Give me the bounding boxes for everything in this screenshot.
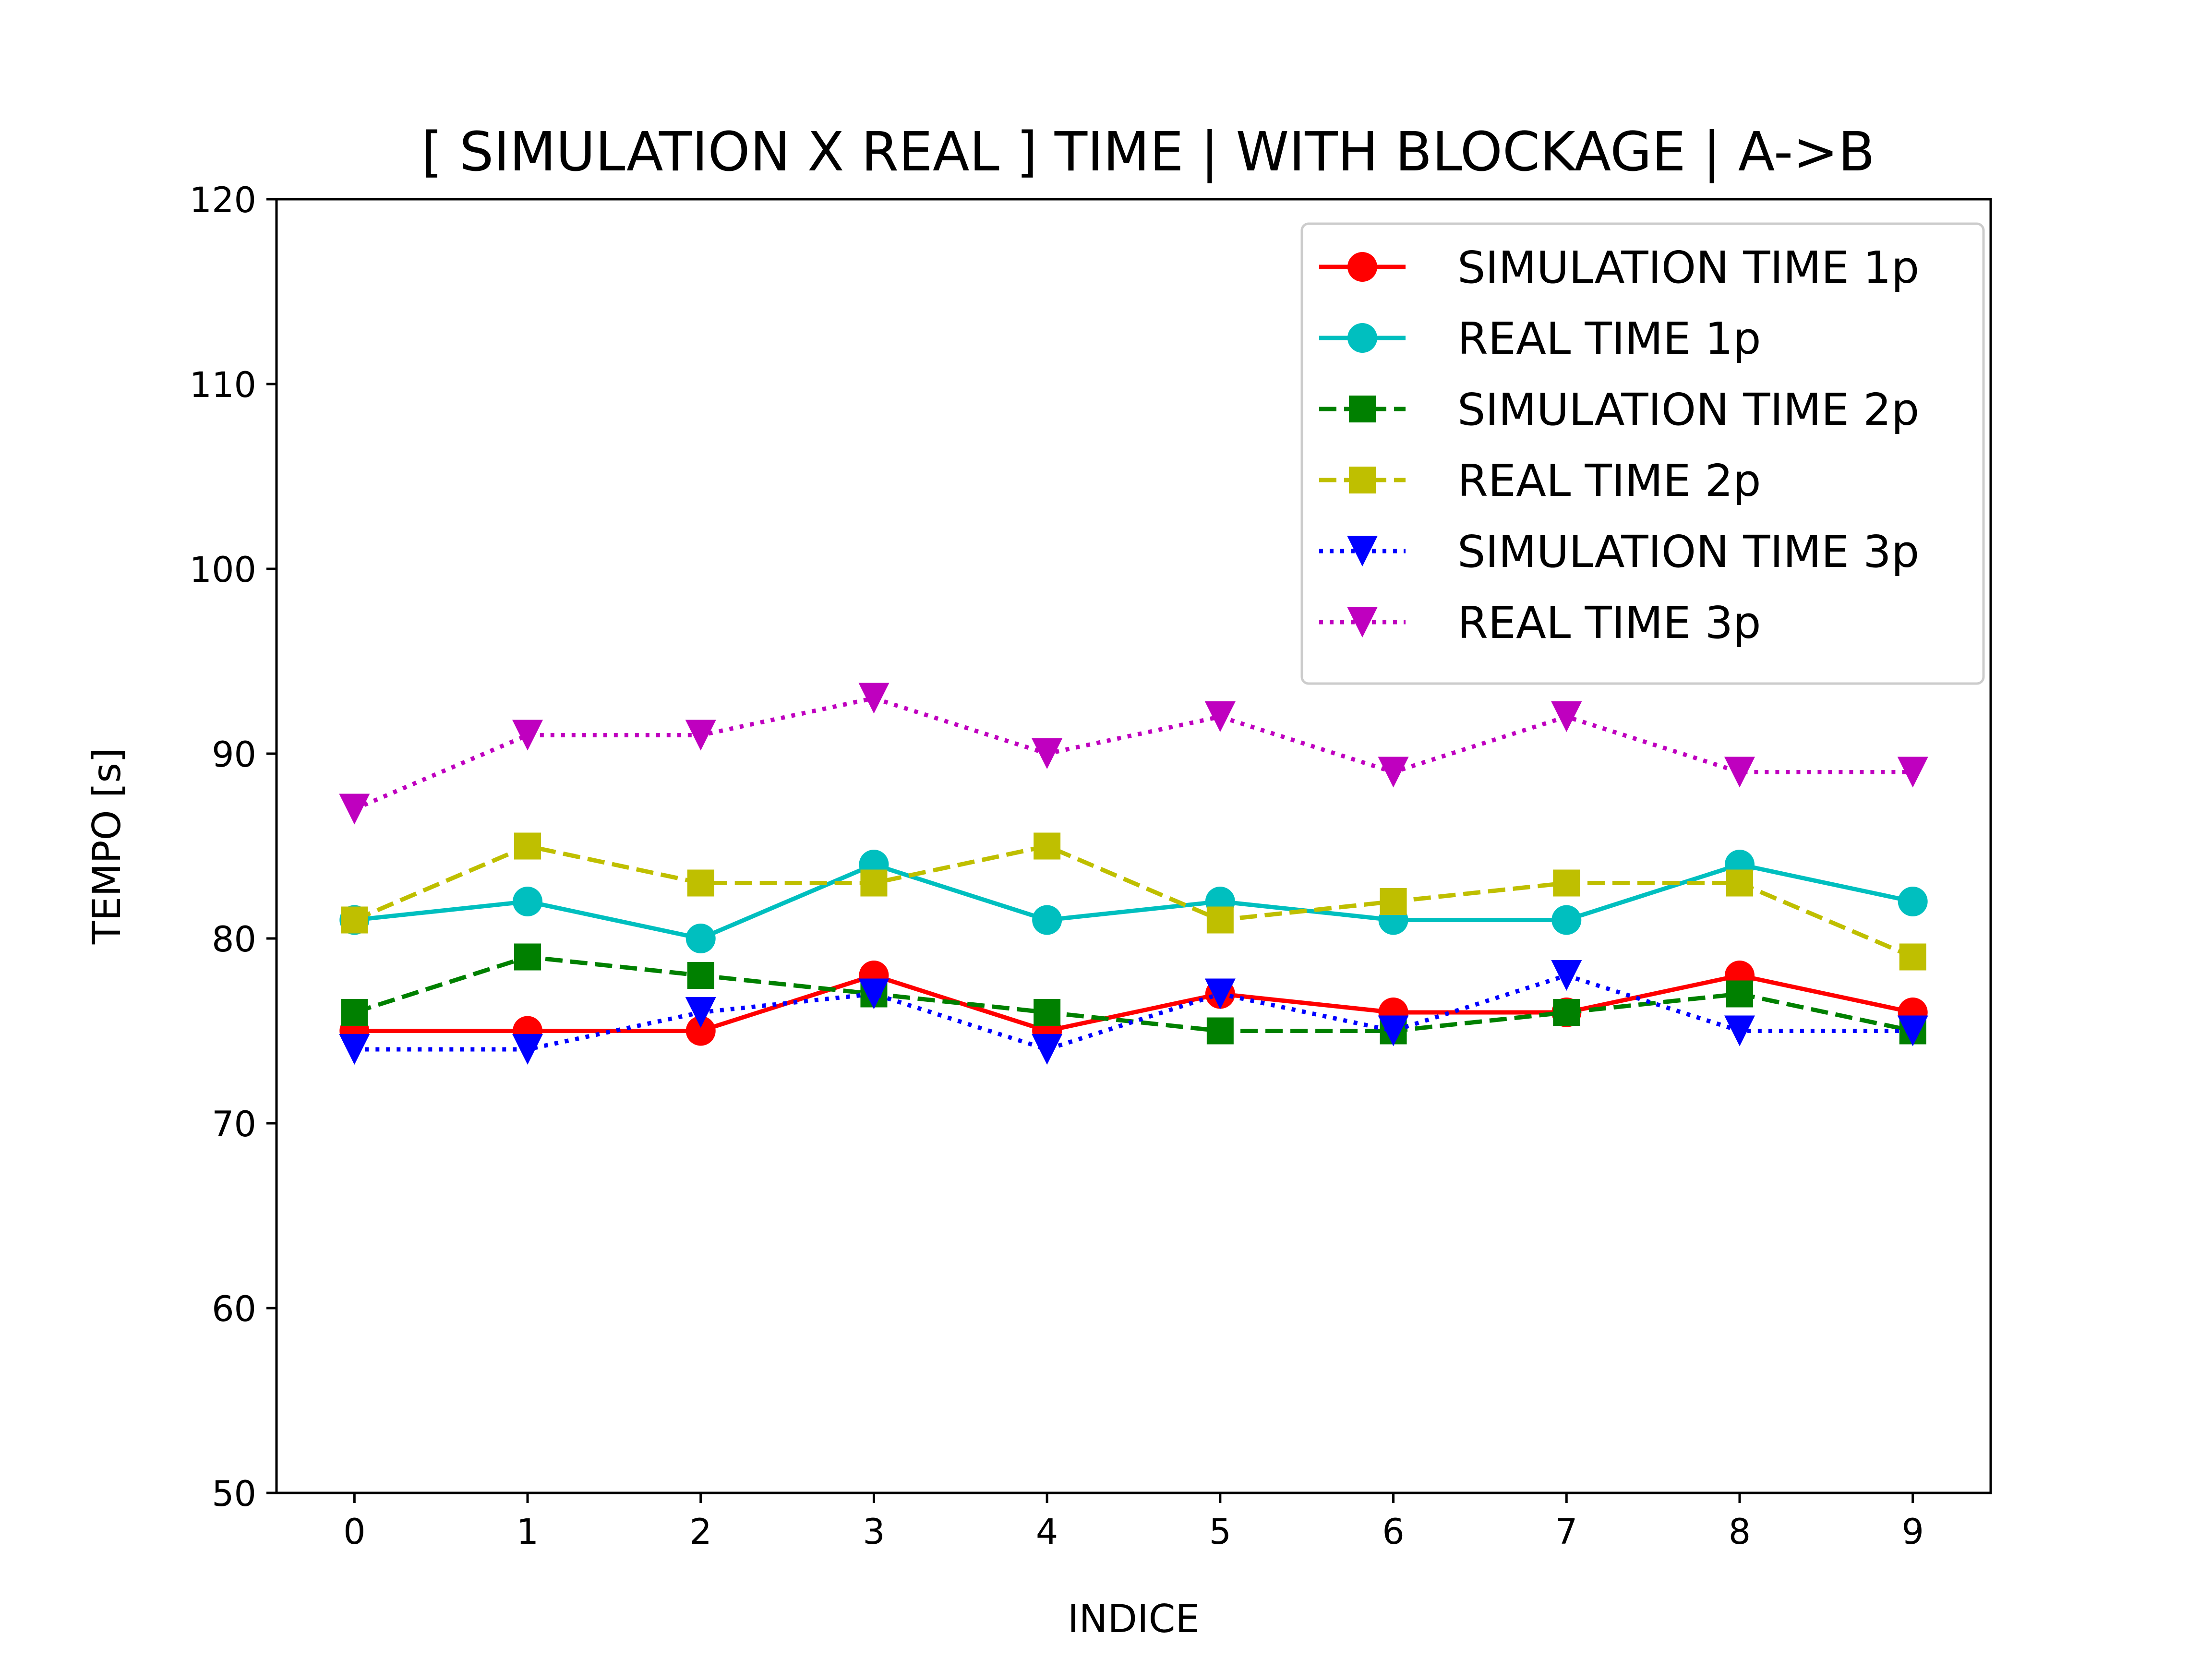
y-axis-label: TEMPO [s] [84,748,129,945]
legend-marker [1349,467,1376,493]
legend-label: REAL TIME 3p [1457,597,1761,649]
y-tick-label: 110 [190,365,256,406]
series-line [353,844,1914,959]
data-point [1204,701,1236,732]
data-point [1726,869,1753,897]
data-point [1553,869,1580,897]
data-point [1897,1015,1928,1046]
data-point [1724,757,1755,788]
data-point [513,887,543,916]
data-point [687,962,714,989]
legend-label: REAL TIME 2p [1457,455,1761,506]
data-point [685,1016,716,1046]
series-simulation-time-3p [339,960,1928,1065]
data-point [339,793,370,825]
data-point [858,978,890,1010]
series-line [353,696,1913,811]
legend-entry: SIMULATION TIME 3p [1319,526,1919,577]
data-point [512,720,543,751]
legend-marker [1347,607,1378,637]
data-point [858,683,890,714]
x-tick-label: 1 [517,1512,539,1552]
legend-entry: SIMULATION TIME 1p [1319,242,1919,293]
data-point [1726,980,1753,1008]
legend-label: SIMULATION TIME 2p [1457,384,1919,435]
x-tick-label: 9 [1901,1512,1923,1552]
data-point [514,832,541,860]
data-point [687,869,714,897]
y-tick-label: 120 [190,180,256,221]
data-point [1034,999,1061,1026]
x-tick-label: 6 [1382,1512,1404,1552]
data-point [1034,832,1061,860]
legend-entry: REAL TIME 3p [1319,597,1761,649]
y-tick-label: 50 [212,1474,256,1515]
data-point [685,720,716,751]
legend-marker [1347,252,1377,282]
x-tick-label: 5 [1209,1512,1231,1552]
data-point [339,1034,370,1065]
legend-entry: SIMULATION TIME 2p [1319,384,1919,435]
data-point [685,924,716,953]
x-tick-label: 7 [1555,1512,1577,1552]
data-point [1032,905,1062,935]
x-tick-label: 0 [343,1512,365,1552]
chart-title: [ SIMULATION X REAL ] TIME | WITH BLOCKA… [421,121,1875,183]
data-point [1553,999,1580,1026]
data-point [1032,1034,1063,1065]
x-axis-label: INDICE [1068,1597,1200,1641]
series-line [354,973,1913,1033]
x-tick-label: 4 [1036,1512,1058,1552]
axes: 0 1 2 3 4 5 6 7 8 9 50 60 70 80 90 100 110 120 [190,180,1924,1552]
data-point [1378,757,1409,788]
data-point [1897,757,1928,788]
data-point [1206,1017,1234,1045]
legend-label: SIMULATION TIME 3p [1457,526,1919,577]
data-point [1032,738,1063,769]
series-line [354,862,1913,941]
series-simulation-time-2p [341,943,1926,1045]
plot-area [339,683,1928,1065]
legend-label: SIMULATION TIME 1p [1457,242,1919,293]
data-point [1724,1015,1755,1046]
data-point [341,999,368,1026]
data-point [1551,701,1582,732]
x-tick-label: 2 [690,1512,712,1552]
data-point [1899,943,1926,971]
data-point [512,1034,543,1065]
y-tick-label: 70 [212,1104,256,1145]
x-tick-label: 8 [1729,1512,1751,1552]
legend-entry: REAL TIME 2p [1319,455,1761,506]
legend-marker [1347,323,1377,353]
data-point [1551,905,1582,935]
legend-entry: REAL TIME 1p [1319,313,1761,364]
data-point [685,997,716,1028]
y-tick-label: 60 [212,1289,256,1330]
data-point [1204,978,1236,1010]
series-line [353,955,1913,1033]
legend-marker [1349,396,1376,422]
y-tick-label: 80 [212,919,256,960]
data-point [1898,887,1928,916]
data-point [1206,906,1234,934]
legend-marker [1347,536,1378,566]
x-tick-label: 3 [863,1512,885,1552]
data-point [341,906,368,934]
series-real-time-2p [341,832,1926,971]
data-point [1378,1015,1409,1046]
legend-label: REAL TIME 1p [1457,313,1761,364]
data-point [1380,888,1407,915]
plot-frame [275,198,1992,1494]
series-real-time-3p [339,683,1928,825]
y-tick-label: 90 [212,734,256,775]
data-point [860,869,888,897]
legend-box [1300,222,1985,685]
data-point [1551,960,1582,991]
data-point [514,943,541,971]
y-tick-label: 100 [190,550,256,590]
legend: SIMULATION TIME 1p REAL TIME 1p SIMULATION… [1300,222,1985,685]
